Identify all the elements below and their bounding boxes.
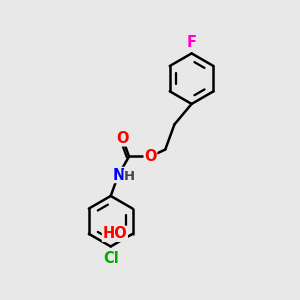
Text: HO: HO [103,226,127,241]
Text: Cl: Cl [103,251,118,266]
Text: H: H [124,170,135,183]
Text: O: O [144,149,157,164]
Text: O: O [116,131,129,146]
Text: N: N [112,167,124,182]
Text: F: F [187,35,196,50]
